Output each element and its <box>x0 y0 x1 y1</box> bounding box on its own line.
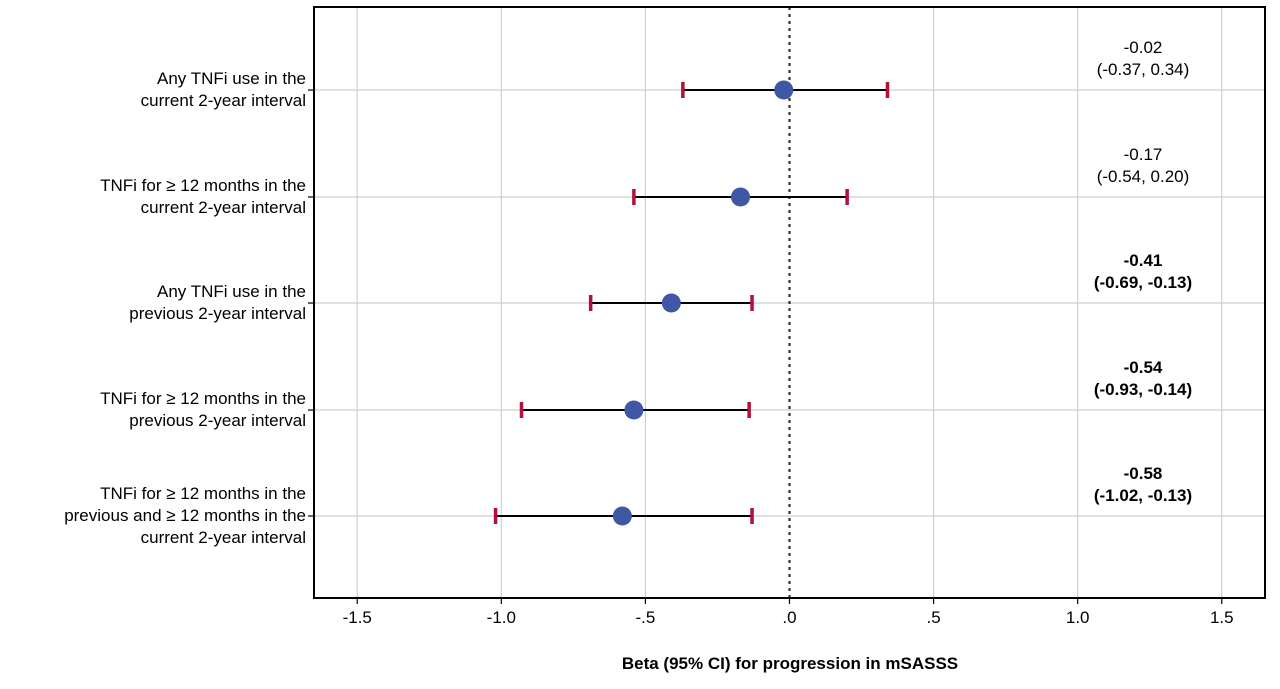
row-label-line: previous and ≥ 12 months in the <box>64 506 306 525</box>
estimate-ci: (-0.37, 0.34) <box>1097 60 1190 79</box>
row-label-line: previous 2-year interval <box>129 411 306 430</box>
row-label-line: current 2-year interval <box>141 528 306 547</box>
row-label-line: TNFi for ≥ 12 months in the <box>100 389 306 408</box>
data-marks <box>493 80 890 526</box>
x-tick-label: .0 <box>782 608 796 627</box>
point-estimate <box>731 187 751 207</box>
row-label: TNFi for ≥ 12 months in the previous and … <box>64 484 306 547</box>
point-estimate <box>612 506 632 526</box>
point-estimate <box>774 80 794 100</box>
estimate-annotations: -0.02 (-0.37, 0.34) -0.17 (-0.54, 0.20) -0.4… <box>1094 38 1192 505</box>
x-tick-label: -1.5 <box>343 608 372 627</box>
x-tick-label: -.5 <box>635 608 655 627</box>
row-label-line: previous 2-year interval <box>129 304 306 323</box>
row-label: TNFi for ≥ 12 months in the previous 2-ye… <box>100 389 306 430</box>
estimate-value: -0.02 <box>1124 38 1163 57</box>
row-label: TNFi for ≥ 12 months in the current 2-yea… <box>100 176 306 217</box>
estimate-value: -0.41 <box>1124 251 1163 270</box>
x-tick-labels: -1.5 -1.0 -.5 .0 .5 1.0 1.5 <box>343 598 1234 627</box>
estimate-ci: (-0.69, -0.13) <box>1094 273 1192 292</box>
estimate-value: -0.17 <box>1124 145 1163 164</box>
row-label-line: current 2-year interval <box>141 91 306 110</box>
estimate-value: -0.54 <box>1124 358 1163 377</box>
x-tick-label: 1.0 <box>1066 608 1090 627</box>
row-label-line: Any TNFi use in the <box>157 69 306 88</box>
row-label-line: TNFi for ≥ 12 months in the <box>100 484 306 503</box>
estimate-ci: (-1.02, -0.13) <box>1094 486 1192 505</box>
row-label: Any TNFi use in the current 2-year interv… <box>141 69 306 110</box>
row-label: Any TNFi use in the previous 2-year inter… <box>129 282 306 323</box>
x-tick-label: .5 <box>926 608 940 627</box>
point-estimate <box>624 400 644 420</box>
x-tick-label: 1.5 <box>1210 608 1234 627</box>
x-tick-label: -1.0 <box>487 608 516 627</box>
x-axis-label: Beta (95% CI) for progression in mSASSS <box>622 654 958 673</box>
estimate-ci: (-0.54, 0.20) <box>1097 167 1190 186</box>
point-estimate <box>661 293 681 313</box>
row-label-line: Any TNFi use in the <box>157 282 306 301</box>
estimate-ci: (-0.93, -0.14) <box>1094 380 1192 399</box>
row-label-line: TNFi for ≥ 12 months in the <box>100 176 306 195</box>
row-labels: Any TNFi use in the current 2-year interv… <box>64 69 306 547</box>
row-label-line: current 2-year interval <box>141 198 306 217</box>
estimate-value: -0.58 <box>1124 464 1163 483</box>
